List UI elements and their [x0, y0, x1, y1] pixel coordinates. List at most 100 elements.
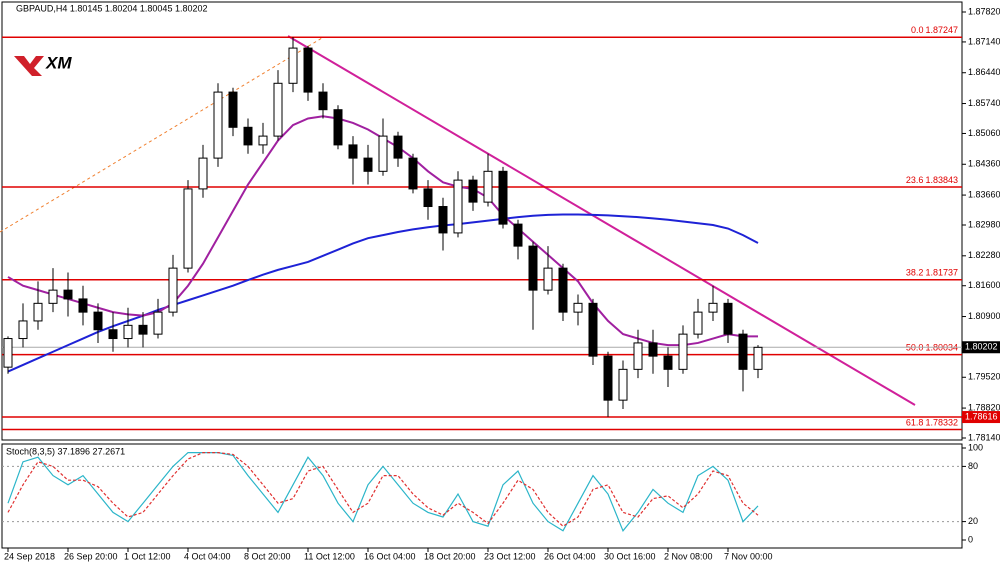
- last-price-box: [962, 341, 1000, 354]
- x-tick-label: 23 Oct 12:00: [484, 551, 536, 561]
- candle-body: [483, 170, 493, 203]
- fib-level: 38.2: [906, 268, 924, 278]
- candle-body: [33, 302, 43, 322]
- candle-body: [168, 267, 178, 313]
- candle-body: [648, 342, 658, 357]
- candle-body: [693, 311, 703, 335]
- fib-label: 61.8 1.78332: [906, 418, 958, 428]
- x-tick-label: 8 Oct 20:00: [244, 551, 291, 561]
- candle-body: [48, 289, 58, 304]
- y-tick-label: 1.86440: [968, 67, 1000, 77]
- fib-price: 1.81737: [925, 268, 958, 278]
- fib-price: 1.87247: [925, 26, 958, 36]
- candle-body: [408, 157, 418, 190]
- candle-body: [108, 329, 118, 340]
- chart-title: GBPAUD,H4 1.80145 1.80204 1.80045 1.8020…: [16, 3, 207, 13]
- candle-body: [153, 311, 163, 335]
- fib-price: 1.83843: [925, 175, 958, 185]
- candle-body: [678, 333, 688, 370]
- candle-body: [468, 179, 478, 203]
- candle-body: [213, 91, 223, 159]
- x-tick-label: 30 Oct 16:00: [604, 551, 656, 561]
- candle-body: [498, 170, 508, 225]
- fib-price: 1.78332: [925, 418, 958, 428]
- last-price-label: 1.80202: [965, 342, 998, 352]
- candle-body: [663, 355, 673, 370]
- candle-body: [288, 47, 298, 84]
- x-tick-label: 11 Oct 12:00: [304, 551, 355, 561]
- candle-body: [543, 267, 553, 291]
- support-label: 1.78616: [965, 411, 998, 421]
- x-tick-label: 24 Sep 2018: [4, 551, 55, 561]
- osc-tick-label: 100: [968, 442, 983, 452]
- x-tick-label: 18 Oct 20:00: [424, 551, 476, 561]
- y-tick-label: 1.82980: [968, 219, 1000, 229]
- logo-mark: [14, 56, 44, 76]
- support-label-box: [962, 411, 1000, 424]
- y-tick-label: 1.81600: [968, 280, 1000, 290]
- candle-body: [723, 302, 733, 335]
- y-tick-label: 1.82280: [968, 250, 1000, 260]
- fib-level: 50.0: [906, 343, 924, 353]
- fib-level: 0.0: [911, 26, 924, 36]
- candle-body: [3, 338, 13, 368]
- fib-level: 61.8: [906, 418, 924, 428]
- y-tick-label: 1.83660: [968, 189, 1000, 199]
- ma-slow: [7, 213, 759, 373]
- candle-body: [513, 223, 523, 247]
- x-tick-label: 16 Oct 04:00: [364, 551, 416, 561]
- candle-body: [123, 324, 133, 340]
- osc-tick-label: 0: [968, 534, 973, 544]
- x-tick-label: 4 Oct 04:00: [184, 551, 231, 561]
- y-tick-label: 1.85060: [968, 128, 1000, 138]
- candle-body: [738, 333, 748, 370]
- candle-body: [333, 109, 343, 146]
- candle-body: [558, 267, 568, 313]
- fib-price: 1.80034: [925, 343, 958, 353]
- trend-line: [287, 35, 916, 406]
- candle-body: [633, 342, 643, 370]
- candle-body: [78, 298, 88, 313]
- candle-body: [618, 368, 628, 401]
- candle-body: [708, 302, 718, 313]
- candle-body: [273, 82, 283, 137]
- candle-body: [363, 157, 373, 172]
- y-tick-label: 1.79520: [968, 372, 1000, 382]
- x-tick-label: 26 Sep 20:00: [64, 551, 118, 561]
- candle-body: [318, 91, 328, 111]
- candle-body: [393, 135, 403, 159]
- y-tick-label: 1.87140: [968, 36, 1000, 46]
- x-tick-label: 1 Oct 12:00: [124, 551, 171, 561]
- candle-body: [573, 302, 583, 313]
- oscillator-pane: [1, 443, 963, 549]
- candle-body: [753, 346, 763, 370]
- fib-label: 23.6 1.83843: [906, 175, 958, 185]
- candle-body: [198, 157, 208, 190]
- osc-tick-label: 20: [968, 516, 978, 526]
- candle-body: [528, 245, 538, 291]
- logo-text: XM: [45, 53, 72, 72]
- candle-body: [183, 188, 193, 269]
- fib-level: 23.6: [906, 175, 924, 185]
- y-tick-label: 1.84360: [968, 159, 1000, 169]
- candle-body: [348, 144, 358, 159]
- fib-base-line: [0, 37, 323, 233]
- candle-body: [603, 355, 613, 401]
- candle-body: [423, 188, 433, 208]
- y-tick-label: 1.78140: [968, 432, 1000, 442]
- fib-label: 38.2 1.81737: [906, 268, 958, 278]
- y-tick-label: 1.85740: [968, 98, 1000, 108]
- candle-body: [303, 47, 313, 93]
- candle-body: [18, 320, 28, 340]
- price-pane: [1, 1, 963, 441]
- y-tick-label: 1.80900: [968, 311, 1000, 321]
- y-tick-label: 1.87820: [968, 6, 1000, 16]
- fib-label: 0.0 1.87247: [911, 26, 958, 36]
- candle-body: [138, 324, 148, 335]
- x-tick-label: 2 Nov 08:00: [664, 551, 713, 561]
- osc-tick-label: 80: [968, 461, 978, 471]
- candle-body: [453, 179, 463, 234]
- x-tick-label: 26 Oct 04:00: [544, 551, 596, 561]
- stoch-signal: [7, 452, 759, 527]
